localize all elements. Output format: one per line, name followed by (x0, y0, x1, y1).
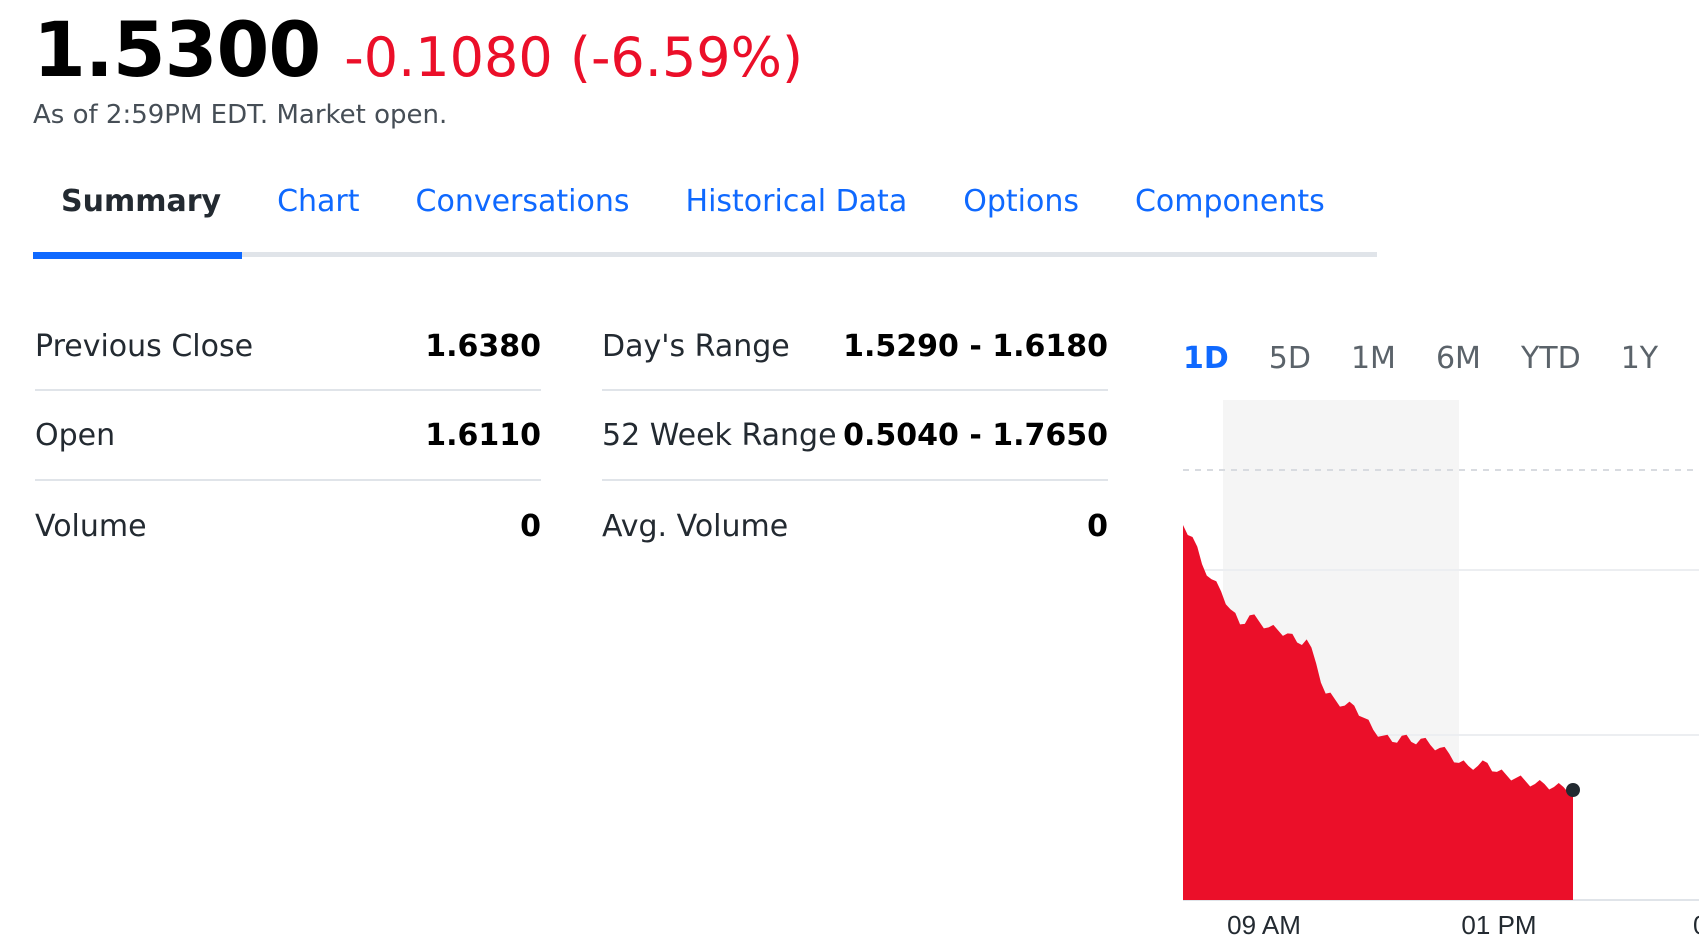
x-tick-09am: 09 AM (1227, 910, 1301, 940)
stats-table-left: Previous Close 1.6380 Open 1.6110 Volume… (35, 314, 541, 571)
price-change: -0.1080 (-6.59%) (344, 26, 804, 89)
stat-row-volume: Volume 0 (35, 481, 541, 571)
stat-row-open: Open 1.6110 (35, 391, 541, 481)
stat-value: 1.5290 - 1.6180 (843, 329, 1108, 364)
stat-label: Day's Range (602, 329, 790, 364)
intraday-chart: 09 AM 01 PM 0 (1183, 400, 1699, 940)
tab-summary[interactable]: Summary (61, 184, 222, 219)
range-ytd[interactable]: YTD (1520, 341, 1581, 376)
quote-nav-tabs: Summary Chart Conversations Historical D… (33, 180, 1353, 224)
market-time: As of 2:59PM EDT. Market open. (33, 100, 448, 130)
tab-chart[interactable]: Chart (277, 184, 360, 219)
stat-label: Previous Close (35, 329, 254, 364)
stat-value: 0 (1087, 508, 1108, 544)
stat-value: 1.6110 (425, 417, 541, 453)
tab-conversations[interactable]: Conversations (415, 184, 630, 219)
active-tab-indicator (33, 252, 242, 259)
range-1d[interactable]: 1D (1183, 341, 1229, 376)
range-6m[interactable]: 6M (1435, 341, 1481, 376)
stat-label: 52 Week Range (602, 417, 837, 453)
current-price: 1.5300 (33, 5, 321, 94)
price-area (1183, 525, 1573, 900)
tab-historical-data[interactable]: Historical Data (685, 184, 908, 219)
range-1y[interactable]: 1Y (1620, 341, 1659, 376)
tabs-track (33, 252, 1377, 257)
stat-value: 0 (520, 508, 541, 544)
tab-options[interactable]: Options (963, 184, 1079, 219)
stats-table-right: Day's Range 1.5290 - 1.6180 52 Week Rang… (602, 314, 1108, 571)
stat-row-52-week-range: 52 Week Range 0.5040 - 1.7650 (602, 391, 1108, 481)
stat-label: Avg. Volume (602, 508, 789, 544)
chart-range-selector: 1D 5D 1M 6M YTD 1Y 5 (1183, 336, 1699, 382)
range-5d[interactable]: 5D (1268, 341, 1311, 376)
stat-row-previous-close: Previous Close 1.6380 (35, 304, 541, 391)
stat-label: Open (35, 417, 116, 453)
stat-row-avg-volume: Avg. Volume 0 (602, 481, 1108, 571)
x-tick-01pm: 01 PM (1461, 910, 1536, 940)
tab-components[interactable]: Components (1134, 184, 1325, 219)
stat-row-days-range: Day's Range 1.5290 - 1.6180 (602, 304, 1108, 391)
stat-value: 1.6380 (425, 329, 541, 364)
last-price-dot (1566, 783, 1580, 797)
price-row: 1.5300 -0.1080 (-6.59%) (33, 0, 803, 108)
range-1m[interactable]: 1M (1350, 341, 1396, 376)
quote-header: 1.5300 -0.1080 (-6.59%) As of 2:59PM EDT… (33, 0, 803, 130)
stat-label: Volume (35, 508, 147, 544)
stat-value: 0.5040 - 1.7650 (843, 417, 1108, 453)
x-tick-partial: 0 (1693, 910, 1699, 940)
